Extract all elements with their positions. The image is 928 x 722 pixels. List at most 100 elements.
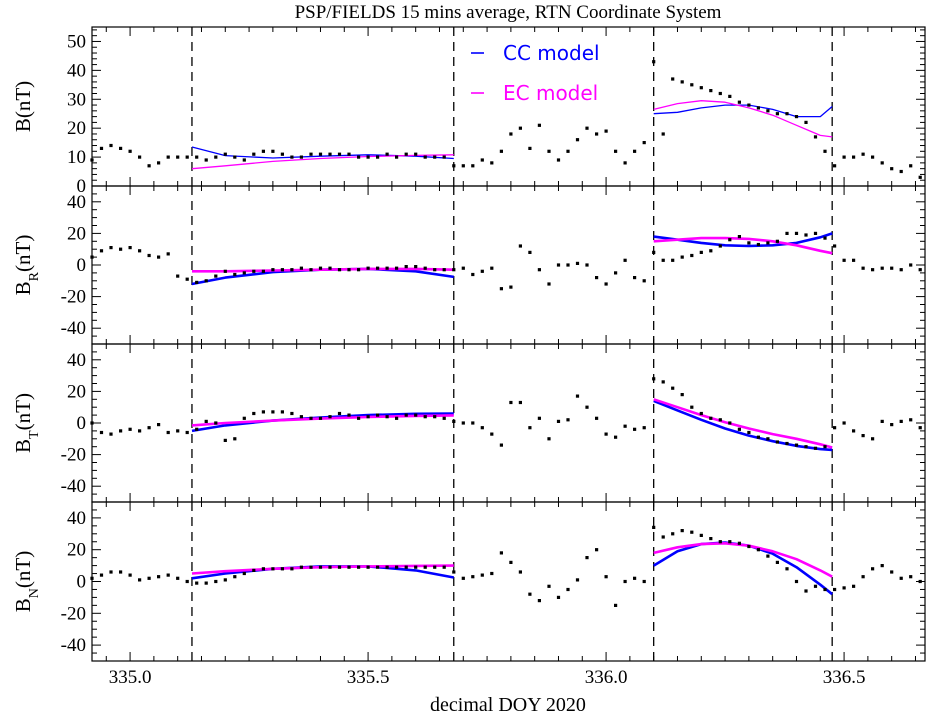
observed-point: [699, 533, 703, 537]
observed-point: [623, 424, 627, 428]
y-tick-label: -40: [61, 318, 86, 339]
observed-point: [833, 244, 837, 248]
observed-point: [328, 565, 332, 569]
observed-point: [328, 152, 332, 156]
observed-point: [633, 276, 637, 280]
observed-point: [690, 83, 694, 87]
observed-point: [109, 432, 113, 436]
observed-point: [223, 269, 227, 273]
observed-point: [252, 568, 256, 572]
observed-point: [842, 258, 846, 262]
observed-point: [566, 587, 570, 592]
panels-layer: 0 10 20 30 40 50 B(nT) -40 -20 0 20 40 BR(nT) -40 -20 0…: [11, 26, 926, 688]
observed-point: [347, 565, 351, 569]
observed-point: [661, 380, 665, 384]
observed-point: [747, 241, 751, 245]
observed-point: [785, 231, 789, 235]
observed-point: [442, 155, 446, 159]
observed-point: [680, 529, 684, 533]
observed-point: [671, 386, 675, 390]
observed-point: [452, 164, 456, 168]
y-tick-label: 0: [77, 572, 87, 593]
observed-point: [871, 437, 875, 441]
observed-point: [261, 567, 265, 571]
observed-point: [109, 246, 113, 250]
ec-model-line: [653, 541, 833, 578]
observed-point: [395, 416, 399, 420]
observed-point: [604, 282, 608, 286]
observed-point: [880, 161, 884, 165]
observed-point: [185, 430, 189, 435]
observed-point: [233, 437, 237, 441]
observed-point: [385, 152, 389, 156]
observed-point: [890, 266, 894, 270]
observed-point: [376, 155, 380, 159]
observed-point: [823, 236, 827, 240]
observed-point: [642, 141, 646, 145]
observed-point: [157, 255, 161, 259]
cc-model-line: [653, 232, 833, 248]
observed-point: [309, 268, 313, 272]
observed-point: [128, 149, 132, 153]
observed-point: [461, 164, 465, 168]
observed-point: [99, 430, 104, 435]
observed-point: [899, 419, 903, 423]
observed-point: [614, 149, 618, 153]
observed-point: [794, 231, 799, 235]
observed-point: [547, 149, 551, 153]
observed-point: [680, 80, 684, 84]
observed-point: [728, 94, 732, 98]
observed-point: [642, 279, 646, 283]
observed-point: [871, 567, 875, 571]
observed-point: [490, 266, 494, 270]
observed-point: [671, 77, 675, 81]
observed-point: [433, 268, 437, 272]
observed-point: [709, 537, 713, 541]
observed-point: [471, 575, 475, 579]
observed-point: [718, 540, 722, 544]
observed-point: [318, 152, 323, 156]
legend-label: CC model: [503, 41, 600, 65]
observed-point: [785, 567, 789, 571]
observed-point: [490, 161, 494, 165]
observed-point: [842, 421, 846, 425]
observed-point: [623, 258, 627, 262]
observed-point: [604, 432, 608, 436]
legend-label: EC model: [503, 81, 598, 105]
observed-point: [404, 413, 408, 417]
observed-point: [147, 426, 151, 430]
observed-point: [537, 599, 541, 603]
observed-point: [119, 570, 123, 574]
observed-point: [680, 393, 684, 397]
observed-point: [214, 274, 218, 278]
observed-point: [204, 158, 208, 162]
observed-point: [756, 435, 760, 439]
observed-point: [794, 579, 799, 584]
observed-point: [395, 565, 399, 569]
observed-point: [299, 565, 303, 569]
observed-point: [223, 438, 227, 442]
observed-point: [909, 263, 913, 267]
observed-point: [633, 149, 637, 153]
y-tick-label: 20: [67, 223, 86, 244]
observed-point: [195, 155, 199, 159]
observed-point: [890, 570, 894, 574]
x-tick-label: 335.0: [109, 667, 152, 688]
observed-point: [138, 249, 142, 253]
observed-point: [452, 268, 456, 272]
observed-point: [90, 421, 94, 425]
observed-point: [756, 242, 760, 247]
observed-point: [461, 421, 465, 425]
observed-point: [575, 138, 580, 142]
observed-point: [99, 249, 104, 253]
observed-point: [852, 584, 856, 588]
observed-point: [775, 239, 779, 243]
y-tick-label: 10: [67, 147, 86, 168]
y-tick-label: -40: [61, 476, 86, 497]
observed-point: [728, 421, 732, 425]
observed-point: [595, 416, 599, 420]
observed-point: [671, 258, 675, 262]
observed-point: [690, 530, 694, 534]
observed-point: [242, 416, 246, 420]
